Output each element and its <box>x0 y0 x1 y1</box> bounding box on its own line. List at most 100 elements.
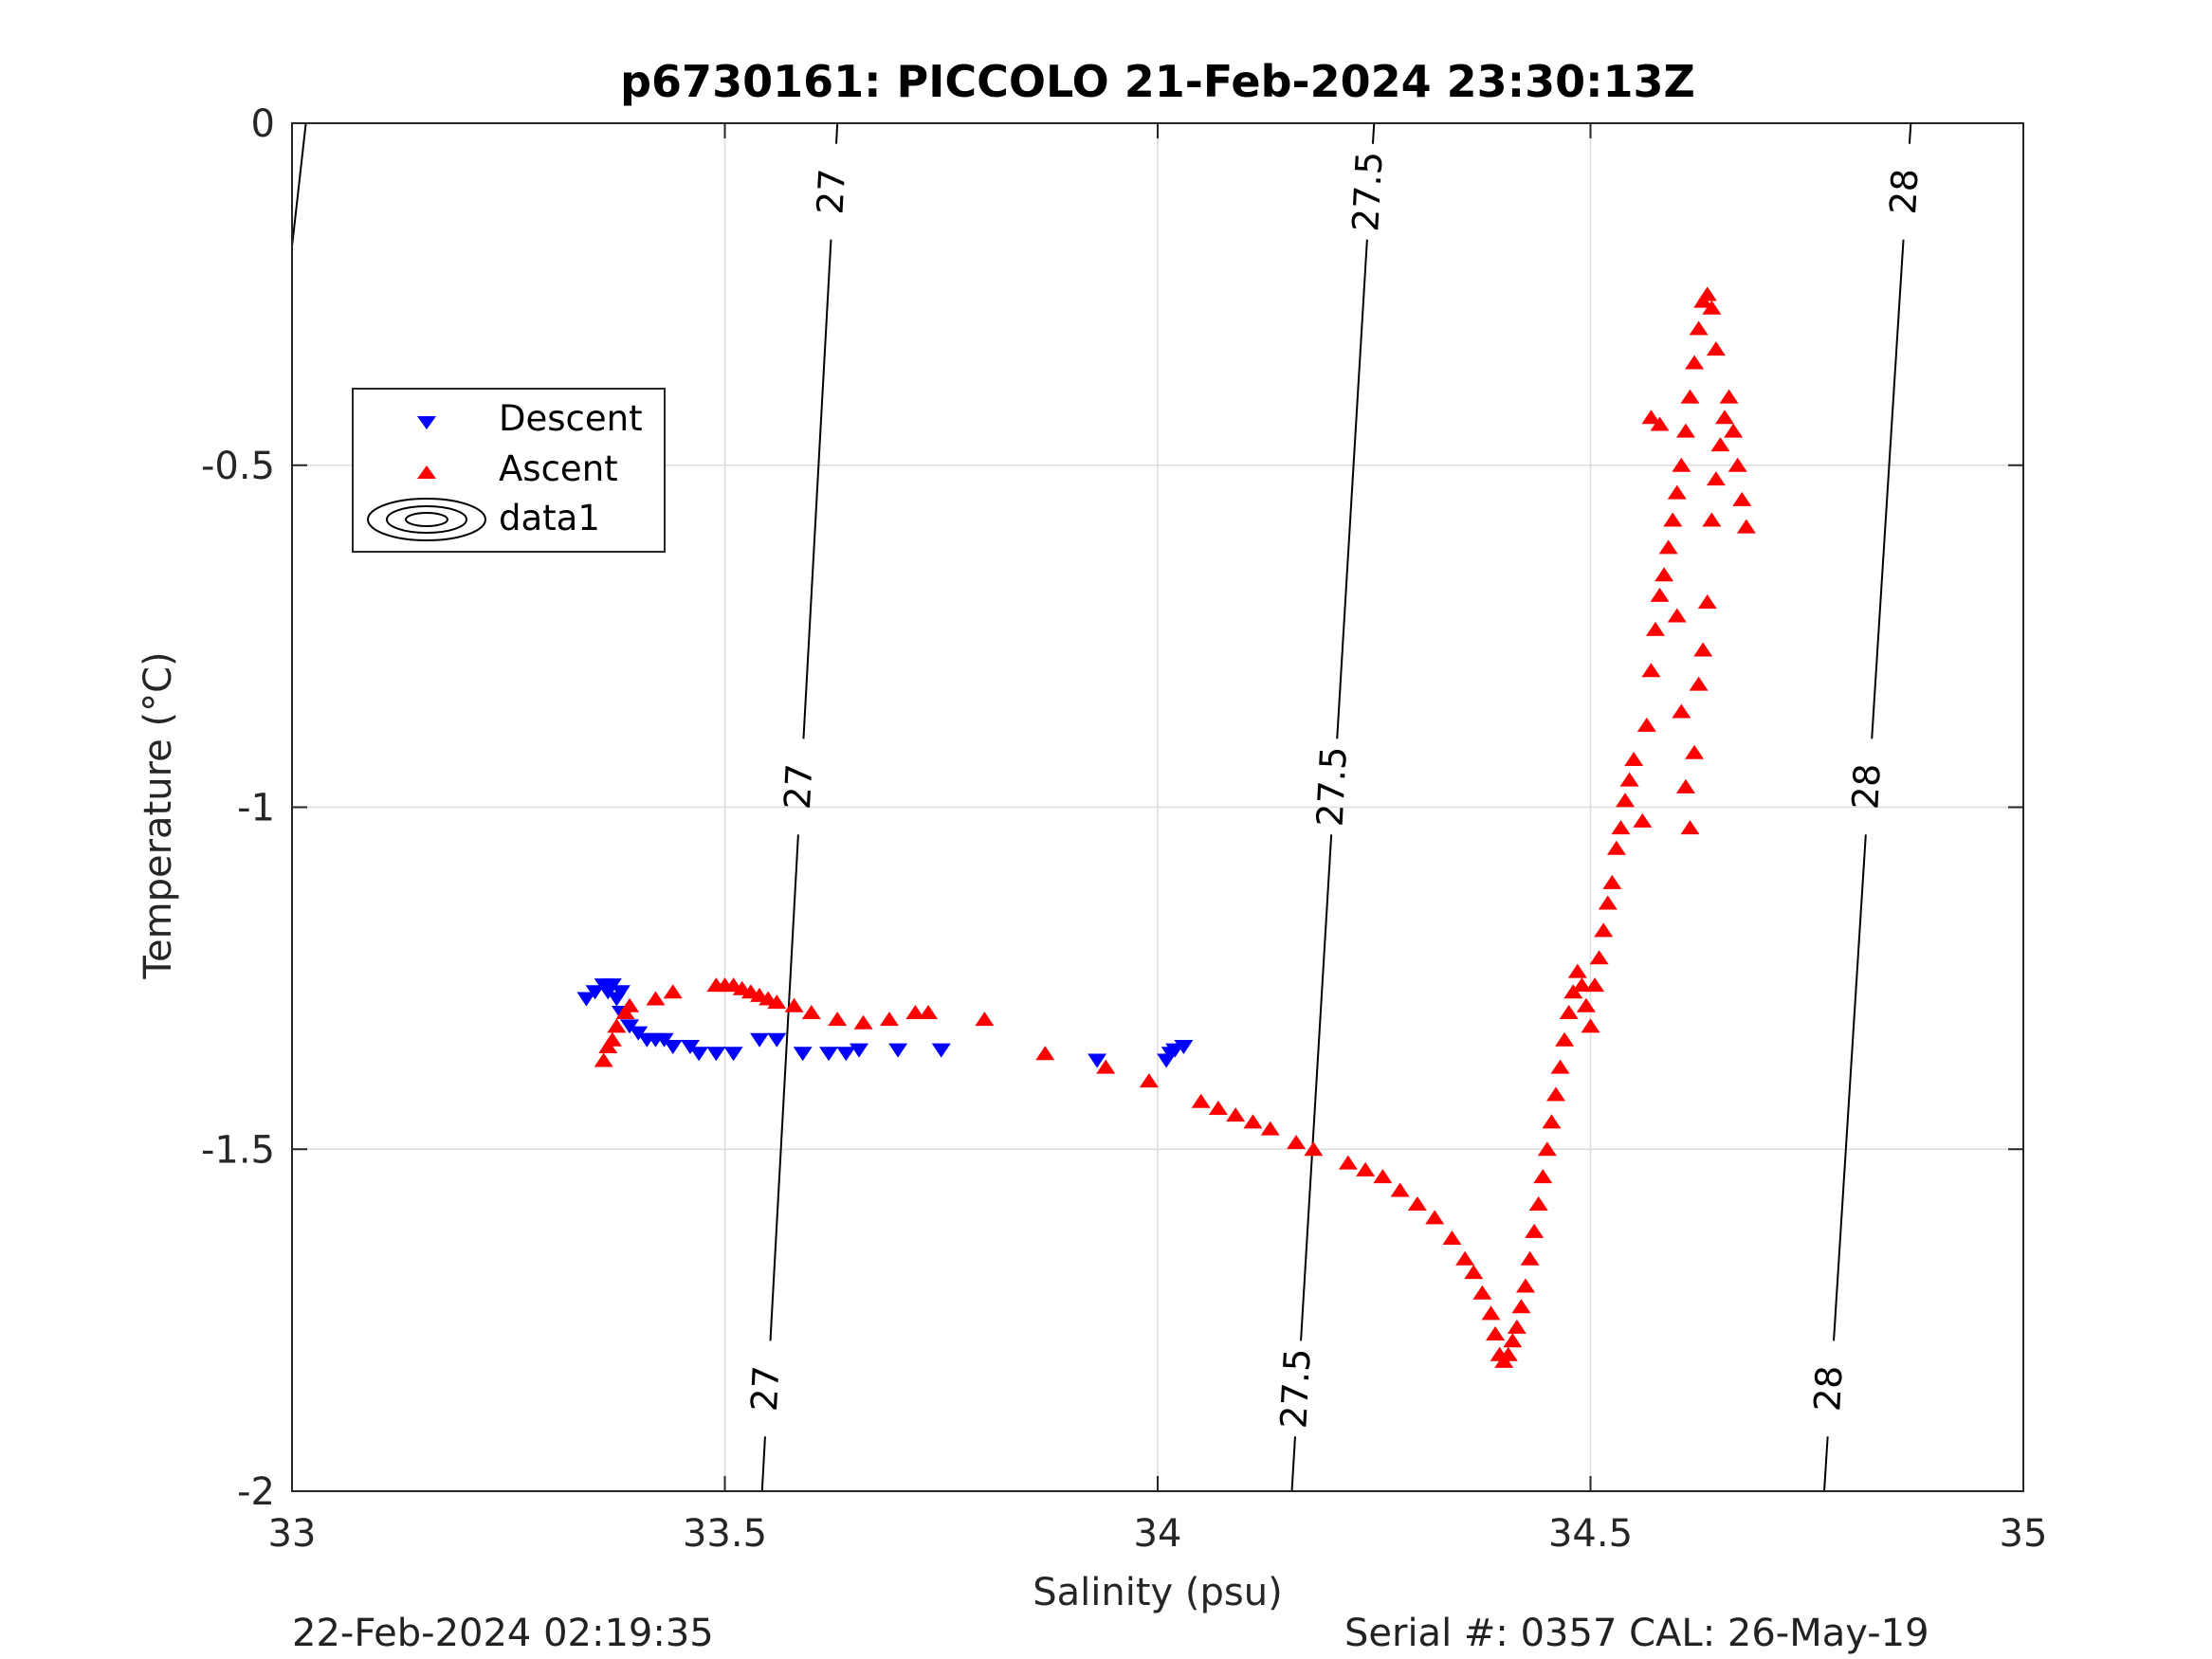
ascent-point <box>1602 874 1622 889</box>
ascent-point <box>1390 1182 1410 1197</box>
ascent-point <box>1724 423 1744 438</box>
ascent-point <box>1650 587 1670 602</box>
ascent-point <box>1719 389 1739 404</box>
ascent-point <box>1572 977 1592 993</box>
ascent-point <box>1680 820 1700 835</box>
ascent-point <box>1606 840 1626 855</box>
ascent-point <box>1035 1046 1055 1061</box>
ascent-point <box>1728 457 1747 472</box>
ascent-point <box>1507 1319 1526 1334</box>
ascent-point <box>594 1052 613 1067</box>
ascent-point <box>1736 519 1756 534</box>
x-tick-label: 33 <box>268 1512 317 1556</box>
contour-label-27.5: 27.5 <box>1309 745 1355 828</box>
ascent-point <box>1702 300 1722 315</box>
ascent-series <box>594 286 1756 1368</box>
ascent-point <box>1533 1169 1553 1184</box>
x-tick-label: 35 <box>2000 1512 2048 1556</box>
ascent-point <box>1537 1141 1557 1157</box>
ascent-point <box>767 994 787 1010</box>
ascent-point <box>1581 1018 1600 1033</box>
ascent-point <box>646 991 666 1006</box>
ascent-point <box>1672 457 1691 472</box>
descent-point <box>819 1047 839 1062</box>
density-contours: 27 27 27 27.5 27.5 27.5 28 28 28 <box>291 122 1926 1492</box>
ascent-point <box>663 984 683 999</box>
ascent-point <box>1616 793 1636 808</box>
ascent-point <box>1226 1107 1246 1122</box>
ascent-point <box>1191 1093 1211 1108</box>
ascent-point <box>1516 1278 1536 1293</box>
x-tick-label: 33.5 <box>683 1512 767 1556</box>
descent-point <box>723 1047 743 1062</box>
ascent-point <box>602 1031 622 1047</box>
legend-descent-label: Descent <box>499 398 643 439</box>
ascent-point <box>1567 963 1587 978</box>
descent-point <box>585 985 605 1000</box>
descent-point <box>1088 1053 1107 1068</box>
descent-point <box>576 992 596 1007</box>
ascent-point <box>1706 341 1726 356</box>
ascent-point <box>1611 820 1631 835</box>
ascent-point <box>1464 1265 1484 1280</box>
ascent-point <box>975 1012 995 1027</box>
contour-line-27 <box>769 834 799 1341</box>
y-axis-label: Temperature (°C) <box>137 651 180 979</box>
contour-line-27.5 <box>1300 834 1333 1341</box>
contour-label-28: 28 <box>1844 762 1888 811</box>
ascent-point <box>1287 1135 1307 1150</box>
ascent-point <box>1675 778 1695 793</box>
descent-point <box>767 1032 787 1048</box>
descent-point <box>611 985 631 1000</box>
ascent-point <box>1208 1100 1228 1115</box>
ascent-point <box>1594 922 1614 938</box>
contour-label-27.5: 27.5 <box>1344 151 1390 233</box>
ascent-point <box>905 1004 925 1019</box>
ascent-point <box>1525 1223 1545 1238</box>
legend-descent-marker <box>417 416 436 429</box>
ascent-point <box>1511 1299 1531 1314</box>
ascent-point <box>879 1012 899 1027</box>
ascent-point <box>1520 1250 1540 1266</box>
ascent-point <box>1542 1114 1562 1129</box>
contour-line-edge <box>291 122 307 246</box>
ascent-point <box>1706 471 1726 486</box>
ascent-point <box>784 997 804 1012</box>
contour-line-27.5 <box>1290 1436 1296 1492</box>
ascent-point <box>1672 703 1691 719</box>
contour-label-27: 27 <box>809 168 852 216</box>
x-tick-label: 34.5 <box>1548 1512 1633 1556</box>
axis-ticks: 33 33.5 34 34.5 35 -2 -1.5 -1 -0.5 0 <box>201 102 2048 1556</box>
ascent-point <box>1243 1114 1263 1129</box>
ascent-point <box>1555 1031 1575 1047</box>
ascent-point <box>1528 1195 1548 1211</box>
ascent-point <box>1685 355 1705 370</box>
chart-title: p6730161: PICCOLO 21-Feb-2024 23:30:13Z <box>620 56 1695 107</box>
ascent-point <box>1641 663 1661 678</box>
ascent-point <box>1356 1161 1376 1176</box>
descent-point <box>850 1043 869 1058</box>
x-axis-label: Salinity (psu) <box>1033 1571 1282 1614</box>
ascent-point <box>1503 1333 1523 1348</box>
ascent-point <box>1373 1169 1393 1184</box>
descent-point <box>689 1047 709 1062</box>
ascent-point <box>1576 997 1596 1012</box>
contour-line-27.5 <box>1336 239 1368 739</box>
ascent-point <box>1732 491 1752 506</box>
legend-contour-icon <box>367 498 486 541</box>
contour-line-28 <box>1833 834 1867 1341</box>
ascent-point <box>1260 1121 1280 1136</box>
ascent-point <box>1658 539 1678 555</box>
ascent-point <box>1550 1059 1570 1074</box>
ascent-point <box>1641 410 1661 425</box>
descent-point <box>663 1040 683 1055</box>
y-tick-label: -1.5 <box>201 1128 275 1172</box>
descent-point <box>836 1047 856 1062</box>
descent-point <box>750 1032 770 1048</box>
ascent-point <box>919 1004 939 1019</box>
ascent-point <box>801 1004 821 1019</box>
x-tick-label: 34 <box>1134 1512 1182 1556</box>
y-tick-label: 0 <box>251 102 275 146</box>
ascent-point <box>1545 1086 1565 1102</box>
